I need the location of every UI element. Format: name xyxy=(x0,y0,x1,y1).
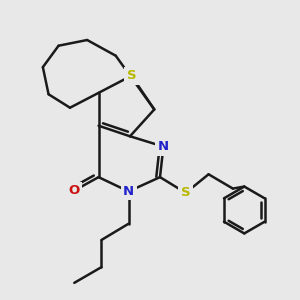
Text: N: N xyxy=(158,140,169,153)
Text: S: S xyxy=(127,69,136,82)
Text: S: S xyxy=(181,186,190,200)
Text: O: O xyxy=(69,184,80,197)
Text: N: N xyxy=(123,185,134,198)
